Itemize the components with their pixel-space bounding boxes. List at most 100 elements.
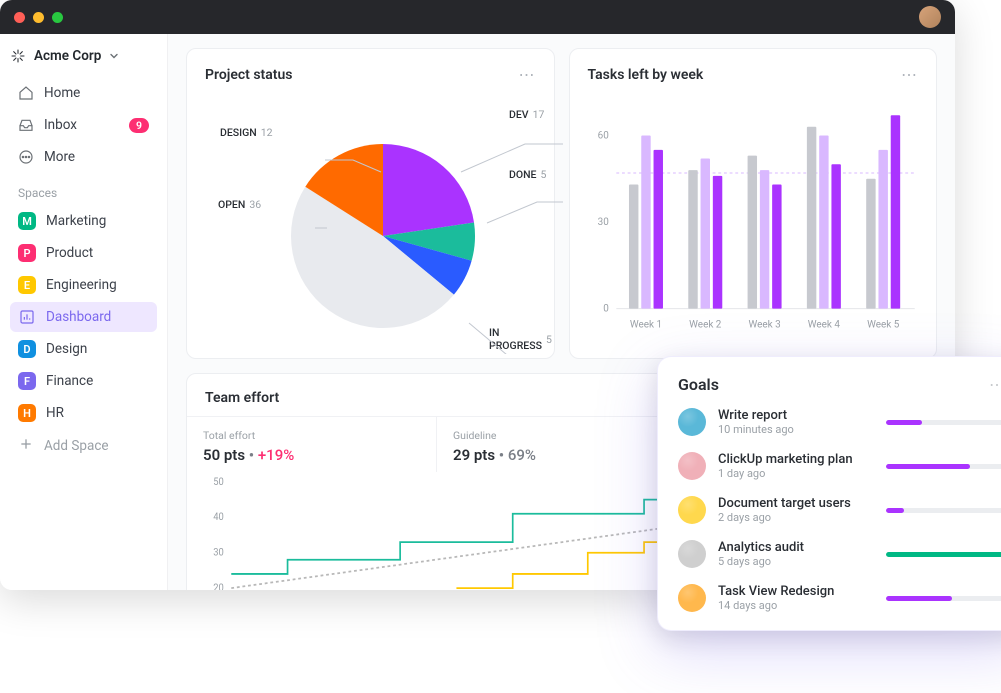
card-menu-icon[interactable]: ⋯ [901,65,918,84]
svg-text:Week 1: Week 1 [629,320,661,331]
nav-more[interactable]: More [10,142,157,172]
project-status-title: Project status [205,67,292,83]
svg-text:50: 50 [213,477,224,488]
avatar [678,496,706,524]
maximize-dot[interactable] [52,12,63,23]
goal-time: 10 minutes ago [718,423,874,436]
add-space-button[interactable]: Add Space [10,430,157,462]
space-label: Finance [46,373,93,389]
plus-icon [18,436,34,456]
progress-bar [886,552,1001,557]
metric-label: Total effort [203,429,420,442]
minimize-dot[interactable] [33,12,44,23]
svg-text:Week 5: Week 5 [867,320,900,331]
tasks-left-title: Tasks left by week [588,67,704,83]
more-icon [18,149,34,165]
space-chip: P [18,244,36,262]
svg-text:40: 40 [213,512,224,523]
metric: Guideline 29 pts • 69% [437,417,687,472]
nav-home[interactable]: Home [10,78,157,108]
chevron-down-icon [109,51,119,61]
goal-row[interactable]: ClickUp marketing plan 1 day ago [678,452,1001,480]
titlebar [0,0,955,34]
goal-row[interactable]: Task View Redesign 14 days ago [678,584,1001,612]
space-chip: F [18,372,36,390]
org-switcher[interactable]: Acme Corp [10,48,157,64]
avatar [678,452,706,480]
space-label: HR [46,405,64,421]
avatar [678,584,706,612]
card-menu-icon[interactable]: ⋯ [519,65,536,84]
org-logo-icon [10,48,26,64]
space-label: Marketing [46,213,106,229]
space-chip: M [18,212,36,230]
traffic-lights [14,12,63,23]
sidebar-item-design[interactable]: D Design [10,334,157,364]
nav-inbox-label: Inbox [44,117,77,133]
goal-name: Write report [718,408,874,423]
svg-text:Week 2: Week 2 [689,320,722,331]
sidebar-item-finance[interactable]: F Finance [10,366,157,396]
avatar [678,408,706,436]
goal-row[interactable]: Write report 10 minutes ago [678,408,1001,436]
goal-row[interactable]: Document target users 2 days ago [678,496,1001,524]
goal-name: ClickUp marketing plan [718,452,874,467]
svg-text:Week 3: Week 3 [748,320,780,331]
metric-value: 50 pts • +19% [203,446,420,464]
spaces-section-label: Spaces [18,186,157,200]
svg-text:0: 0 [603,303,609,314]
space-label: Dashboard [46,309,111,325]
inbox-icon [18,117,34,133]
bar-chart: 0 30 60 Week 1 Week 2 Week 3 Week 4 Week 5 [588,94,919,342]
sidebar-item-product[interactable]: P Product [10,238,157,268]
sidebar-item-hr[interactable]: H HR [10,398,157,428]
sidebar-item-marketing[interactable]: M Marketing [10,206,157,236]
space-chip: E [18,276,36,294]
progress-bar [886,420,1001,425]
nav-home-label: Home [44,85,80,101]
goal-row[interactable]: Analytics audit 5 days ago [678,540,1001,568]
pie-leaders [205,94,575,354]
svg-text:20: 20 [213,583,224,590]
nav-more-label: More [44,149,75,165]
org-name: Acme Corp [34,48,101,64]
close-dot[interactable] [14,12,25,23]
team-effort-title: Team effort [205,390,279,406]
space-chip: D [18,340,36,358]
space-label: Engineering [46,277,117,293]
goal-name: Analytics audit [718,540,874,555]
space-label: Product [46,245,93,261]
home-icon [18,85,34,101]
space-label: Design [46,341,87,357]
metric: Total effort 50 pts • +19% [187,417,437,472]
project-status-card: Project status ⋯ DEV 17DONE 5IN PROGRESS… [186,48,555,359]
inbox-badge: 9 [129,118,149,133]
dashboard-icon [18,308,36,326]
progress-bar [886,464,1001,469]
progress-bar [886,596,1001,601]
goal-time: 2 days ago [718,511,874,524]
sidebar-item-engineering[interactable]: E Engineering [10,270,157,300]
avatar [678,540,706,568]
goal-time: 5 days ago [718,555,874,568]
goal-time: 14 days ago [718,599,874,612]
goal-name: Task View Redesign [718,584,874,599]
nav-inbox[interactable]: Inbox 9 [10,110,157,140]
goal-time: 1 day ago [718,467,874,480]
metric-value: 29 pts • 69% [453,446,670,464]
metric-label: Guideline [453,429,670,442]
svg-text:30: 30 [213,547,224,558]
svg-text:30: 30 [597,217,608,228]
goals-card: Goals ⋯ Write report 10 minutes ago Clic… [657,356,1001,631]
goals-title: Goals [678,375,719,394]
space-chip: H [18,404,36,422]
svg-text:60: 60 [597,130,608,141]
sidebar-item-dashboard[interactable]: Dashboard [10,302,157,332]
tasks-left-card: Tasks left by week ⋯ 0 30 60 Week 1 Week 2 We… [569,48,938,359]
user-avatar[interactable] [919,6,941,28]
sidebar: Acme Corp Home Inbox 9 More [0,34,168,590]
progress-bar [886,508,1001,513]
card-menu-icon[interactable]: ⋯ [989,375,1001,394]
svg-text:Week 4: Week 4 [807,320,840,331]
goal-name: Document target users [718,496,874,511]
